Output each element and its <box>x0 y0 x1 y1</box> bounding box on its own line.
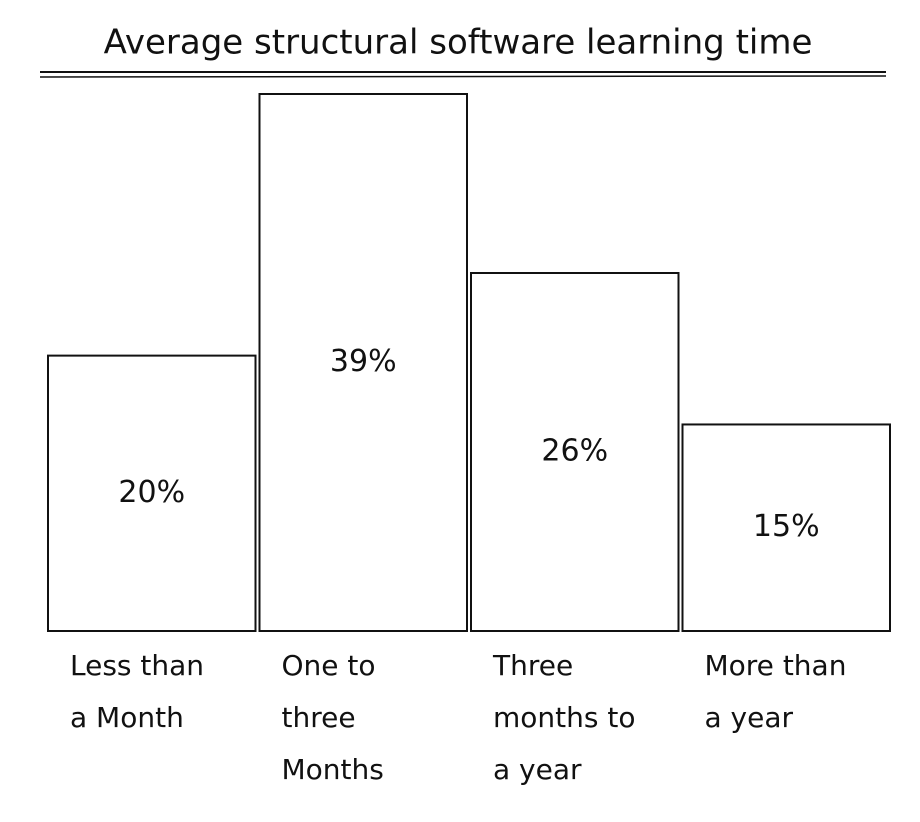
bar <box>470 272 680 632</box>
value-label: 26% <box>541 434 608 469</box>
title-underline <box>39 75 887 78</box>
value-label: 20% <box>118 475 185 510</box>
category-label: Three months to a year <box>493 649 636 786</box>
chart-title: Average structural software learning tim… <box>104 23 813 63</box>
value-label: 15% <box>753 509 820 544</box>
category-label: Less than a Month <box>70 649 205 734</box>
category-label: One to three Months <box>281 649 384 786</box>
bar <box>47 354 257 632</box>
bar <box>258 93 468 632</box>
bar <box>681 423 891 633</box>
value-label: 39% <box>330 344 397 379</box>
category-label: More than a year <box>704 649 847 734</box>
